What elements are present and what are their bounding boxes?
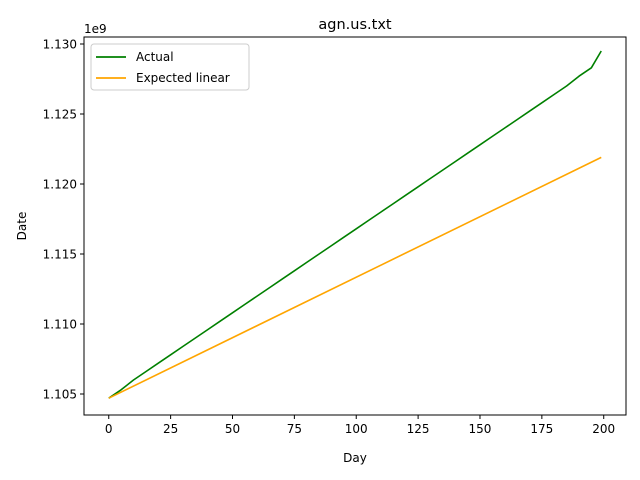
- chart-title: agn.us.txt: [318, 17, 392, 33]
- series-line-actual: [108, 50, 602, 399]
- series-layer: [108, 50, 602, 399]
- y-tick-label: 1.110: [43, 318, 77, 332]
- y-tick-label: 1.115: [43, 248, 77, 262]
- y-tick-label: 1.120: [43, 178, 77, 192]
- x-tick-label: 25: [163, 422, 178, 436]
- y-tick-label: 1.125: [43, 108, 77, 122]
- x-tick-label: 200: [592, 422, 615, 436]
- x-tick-label: 75: [287, 422, 302, 436]
- y-tick-label: 1.130: [43, 38, 77, 52]
- y-axis-label: Date: [15, 212, 29, 241]
- legend-label-actual: Actual: [136, 50, 174, 64]
- x-tick-label: 100: [345, 422, 368, 436]
- axes-frame: [83, 36, 627, 416]
- x-axis-label: Day: [343, 451, 367, 465]
- x-tick-label: 0: [105, 422, 113, 436]
- series-line-expected-linear: [108, 156, 602, 399]
- legend-box: [90, 43, 250, 91]
- y-axis-ticks: 1.105 1.110 1.115 1.120 1.125 1.130: [43, 38, 84, 402]
- x-tick-label: 150: [469, 422, 492, 436]
- x-axis-ticks: 0 25 50 75 100 125 150 175 200: [105, 415, 615, 436]
- x-tick-label: 50: [225, 422, 240, 436]
- x-tick-label: 125: [407, 422, 430, 436]
- y-axis-offset-label: 1e9: [84, 22, 107, 36]
- legend: Actual Expected linear: [90, 43, 250, 91]
- y-tick-label: 1.105: [43, 388, 77, 402]
- x-tick-label: 175: [530, 422, 553, 436]
- plot-area: [83, 36, 627, 416]
- legend-label-expected-linear: Expected linear: [136, 71, 230, 85]
